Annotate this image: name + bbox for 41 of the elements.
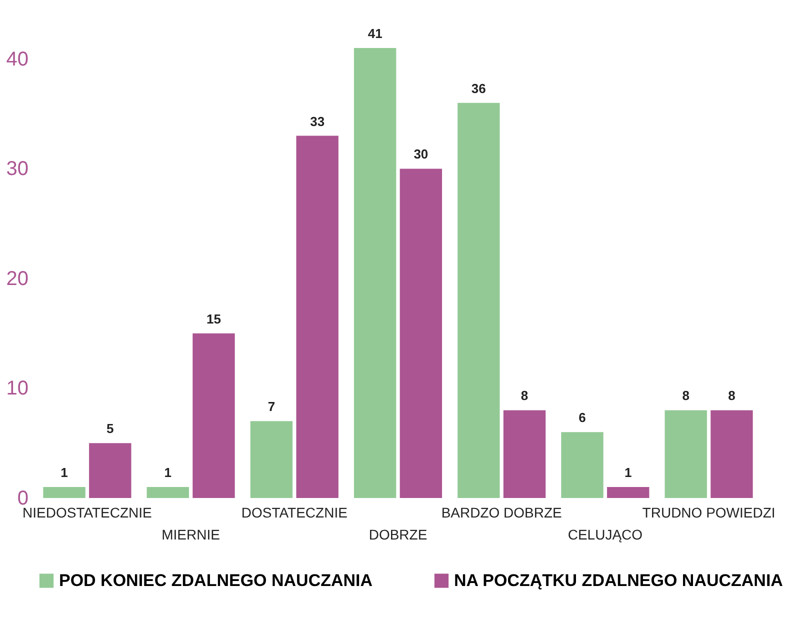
legend-label: POD KONIEC ZDALNEGO NAUCZANIA bbox=[59, 570, 373, 590]
x-tick-label: TRUDNO POWIEDZI bbox=[642, 504, 776, 520]
x-tick-label: MIERNIE bbox=[162, 526, 220, 542]
data-label: 30 bbox=[414, 146, 428, 162]
data-label: 36 bbox=[471, 80, 486, 96]
data-label: 1 bbox=[164, 465, 172, 480]
y-tick-label: 20 bbox=[6, 268, 28, 290]
bar bbox=[146, 487, 189, 498]
data-label: 15 bbox=[206, 311, 221, 326]
bar bbox=[400, 168, 442, 498]
x-tick-label: CELUJĄCO bbox=[568, 526, 643, 542]
bar bbox=[250, 421, 293, 498]
y-tick-label: 10 bbox=[6, 378, 28, 400]
legend-label: NA POCZĄTKU ZDALNEGO NAUCZANIA bbox=[454, 570, 783, 590]
bar bbox=[503, 410, 546, 498]
x-tick-label: DOSTATECZNIE bbox=[241, 504, 348, 520]
data-label: 1 bbox=[624, 465, 632, 480]
x-tick-label: BARDZO DOBRZE bbox=[441, 504, 562, 520]
x-tick-label: NIEDOSTATECZNIE bbox=[22, 504, 152, 520]
bar bbox=[43, 487, 86, 498]
bar bbox=[664, 410, 707, 498]
data-label: 41 bbox=[368, 26, 382, 41]
bar bbox=[561, 432, 604, 498]
bar bbox=[607, 487, 650, 498]
bar bbox=[89, 443, 132, 498]
bar bbox=[192, 333, 235, 498]
data-label: 8 bbox=[520, 388, 528, 404]
x-tick-label: DOBRZE bbox=[368, 526, 428, 542]
bar bbox=[710, 410, 753, 498]
y-tick-label: 40 bbox=[6, 48, 28, 70]
bar bbox=[458, 102, 500, 498]
data-label: 1 bbox=[60, 465, 68, 480]
data-label: 6 bbox=[578, 410, 586, 426]
data-label: 8 bbox=[682, 388, 690, 404]
data-label: 7 bbox=[268, 399, 276, 414]
data-label: 8 bbox=[728, 388, 736, 404]
bar bbox=[354, 48, 396, 498]
data-label: 5 bbox=[106, 421, 114, 436]
y-tick-label: 30 bbox=[6, 158, 28, 180]
data-label: 33 bbox=[310, 114, 325, 129]
bar bbox=[296, 136, 338, 498]
